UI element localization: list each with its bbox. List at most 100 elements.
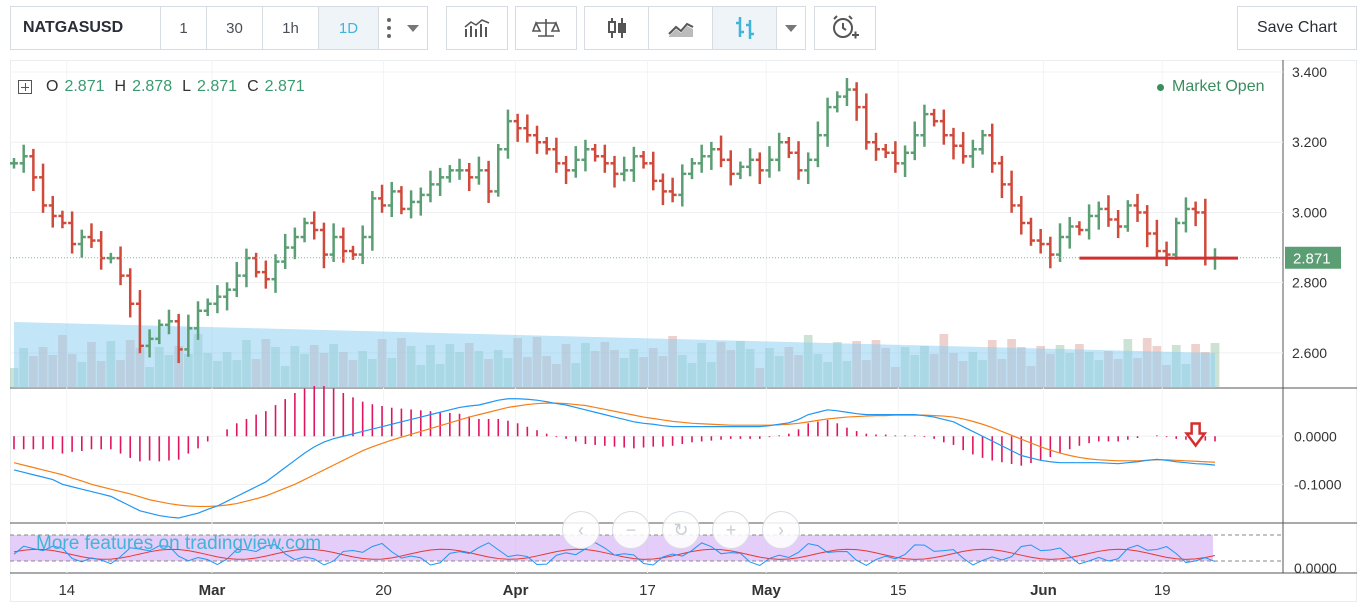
low-label: L — [182, 78, 192, 95]
price-bar — [997, 155, 1006, 199]
price-bar — [378, 184, 387, 213]
volume-bar — [9, 368, 19, 388]
reset-icon[interactable]: ↻ — [662, 511, 700, 549]
price-bar — [610, 155, 619, 188]
zoom-out-icon[interactable]: − — [612, 511, 650, 549]
compare-scale-icon[interactable] — [516, 7, 576, 49]
price-bar — [746, 148, 755, 177]
volume-ma-area — [14, 322, 1215, 388]
open-label: O — [46, 78, 59, 95]
interval-1d-button[interactable]: 1D — [319, 7, 379, 49]
price-bar — [1123, 200, 1132, 232]
expand-icon[interactable] — [18, 80, 32, 94]
price-bar — [271, 254, 280, 293]
price-bar — [1114, 209, 1123, 239]
price-bar — [58, 210, 67, 229]
price-bar — [959, 132, 968, 164]
price-bar — [87, 223, 96, 248]
price-tick-label: 2.600 — [1292, 345, 1327, 361]
price-bar — [252, 252, 261, 278]
price-bar — [765, 146, 774, 178]
price-bar — [533, 125, 542, 154]
price-bar — [939, 109, 948, 145]
price-bar — [513, 113, 522, 142]
price-tick-label: 3.000 — [1292, 204, 1327, 220]
price-bar — [842, 77, 851, 107]
more-intervals-icon[interactable] — [379, 7, 399, 49]
price-tick-label: 2.800 — [1292, 275, 1327, 291]
price-bar — [155, 319, 164, 345]
last-price-label: 2.871 — [1293, 251, 1331, 268]
price-bar — [126, 268, 135, 318]
price-bar — [1017, 195, 1026, 235]
price-bar — [10, 158, 18, 169]
price-bar — [639, 151, 648, 169]
price-bar — [823, 97, 832, 147]
indicators-icon[interactable] — [447, 7, 507, 49]
price-bar — [1065, 217, 1074, 249]
interval-30-button[interactable]: 30 — [207, 7, 263, 49]
chart-type-group — [584, 6, 806, 50]
price-bar — [562, 155, 571, 185]
close-value: 2.871 — [264, 78, 305, 95]
price-bar — [1172, 217, 1181, 260]
indicators-group — [446, 6, 508, 50]
chart-type-dropdown-icon[interactable] — [777, 7, 805, 49]
price-bar — [591, 143, 600, 162]
price-bar — [77, 229, 86, 258]
time-tick-label: 20 — [375, 582, 392, 599]
price-bar — [455, 158, 464, 180]
high-value: 2.878 — [132, 78, 173, 95]
price-bar — [145, 329, 154, 358]
price-bar — [523, 114, 532, 143]
price-bar — [968, 139, 977, 168]
compare-group — [515, 6, 577, 50]
line-chart-icon[interactable] — [649, 7, 713, 49]
status-dot-icon — [1157, 83, 1164, 91]
price-bar — [436, 167, 445, 196]
price-bar — [755, 152, 764, 185]
price-bar — [223, 282, 232, 311]
price-bar — [901, 145, 910, 177]
macd-tick-label: 0.0000 — [1294, 428, 1337, 444]
price-bar — [1036, 228, 1045, 254]
price-bar — [978, 129, 987, 155]
price-bar — [862, 93, 871, 150]
low-value: 2.871 — [197, 78, 238, 95]
interval-1h-button[interactable]: 1h — [263, 7, 319, 49]
price-bar — [407, 190, 416, 219]
scroll-right-icon[interactable]: › — [762, 511, 800, 549]
interval-1-button[interactable]: 1 — [161, 7, 207, 49]
symbol-button[interactable]: NATGASUSD — [11, 7, 161, 49]
price-bar — [581, 139, 590, 172]
price-bar — [281, 233, 290, 269]
price-bar — [687, 158, 696, 180]
price-bar — [1026, 217, 1035, 246]
price-bar — [697, 144, 706, 173]
price-bar — [426, 170, 435, 203]
zoom-in-icon[interactable]: + — [712, 511, 750, 549]
promo-link[interactable]: More features on tradingview.com — [36, 533, 322, 554]
price-bar — [1056, 223, 1065, 262]
chart-nav-controls: ‹ − ↻ + › — [562, 511, 800, 549]
price-bar — [416, 187, 425, 216]
price-bar — [203, 298, 212, 317]
interval-dropdown-icon[interactable] — [399, 7, 427, 49]
time-tick-label: 15 — [890, 582, 907, 599]
price-bar — [300, 217, 309, 243]
price-bar — [397, 186, 406, 215]
macd-line — [13, 398, 1216, 519]
price-bar — [387, 181, 396, 218]
price-bar — [736, 161, 745, 180]
scroll-left-icon[interactable]: ‹ — [562, 511, 600, 549]
price-bar — [1046, 236, 1055, 269]
price-bar — [232, 261, 241, 298]
save-chart-button[interactable]: Save Chart — [1237, 6, 1357, 50]
bars-icon[interactable] — [713, 7, 777, 49]
open-value: 2.871 — [64, 78, 105, 95]
price-bar — [891, 141, 900, 173]
candles-icon[interactable] — [585, 7, 649, 49]
alert-icon[interactable] — [815, 7, 875, 49]
market-status-text: Market Open — [1172, 78, 1265, 95]
price-bar — [872, 132, 881, 161]
